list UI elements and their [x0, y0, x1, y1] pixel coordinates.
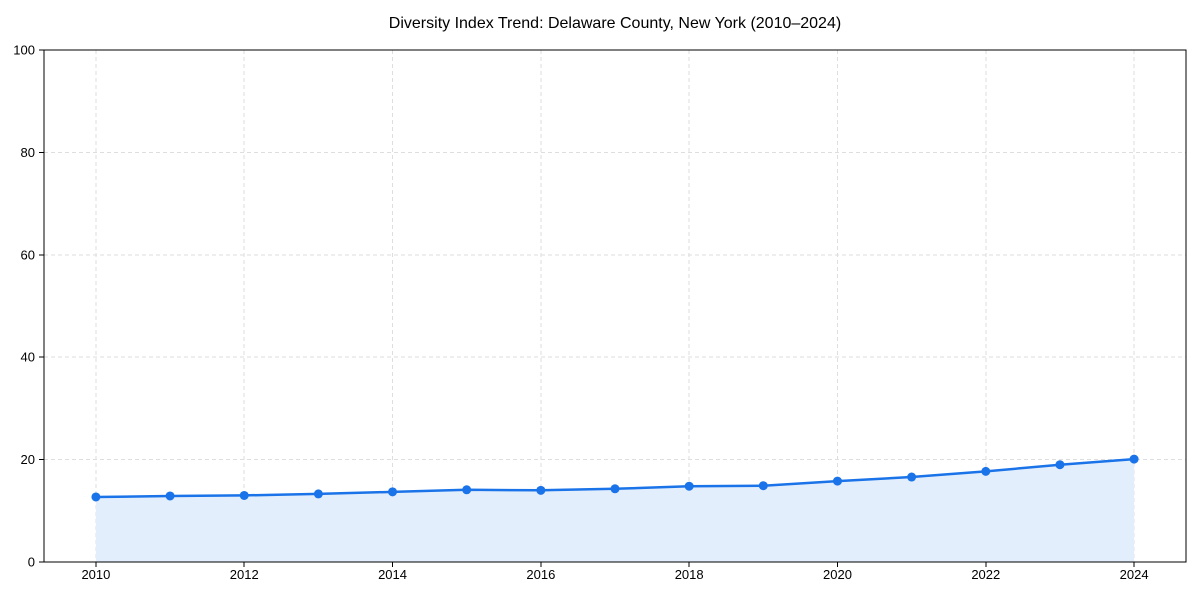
data-point — [91, 492, 101, 502]
data-point — [981, 466, 991, 476]
data-point — [684, 481, 694, 491]
x-tick-label: 2012 — [230, 567, 259, 582]
x-tick-label: 2022 — [971, 567, 1000, 582]
series-layer — [91, 454, 1139, 562]
data-point — [758, 481, 768, 491]
y-tick-label: 100 — [13, 43, 35, 58]
y-tick-label: 0 — [28, 555, 35, 570]
y-tick-label: 80 — [21, 145, 35, 160]
x-tick-label: 2018 — [675, 567, 704, 582]
chart-title: Diversity Index Trend: Delaware County, … — [389, 15, 841, 32]
y-tick-label: 60 — [21, 247, 35, 262]
x-tick-label: 2020 — [823, 567, 852, 582]
data-point — [1055, 460, 1065, 470]
plot-border — [43, 49, 1187, 563]
data-point — [536, 485, 546, 495]
data-point — [165, 491, 175, 501]
data-point — [388, 487, 398, 497]
area-fill — [95, 459, 1135, 562]
data-point — [313, 489, 323, 499]
x-tick-label: 2016 — [526, 567, 555, 582]
data-point — [610, 484, 620, 494]
y-tick-label: 40 — [21, 350, 35, 365]
x-tick-label: 2014 — [378, 567, 407, 582]
data-point — [1129, 454, 1139, 464]
data-point — [239, 490, 249, 500]
data-point — [462, 485, 472, 495]
data-point — [832, 476, 842, 486]
data-point — [907, 472, 917, 482]
axis-layer: 2010 2012 2014 2016 2018 2020 2022 2024 0 20 40 60 8… — [13, 43, 1187, 582]
x-tick-label: 2024 — [1120, 567, 1149, 582]
y-tick-label: 20 — [21, 452, 35, 467]
x-tick-label: 2010 — [81, 567, 110, 582]
